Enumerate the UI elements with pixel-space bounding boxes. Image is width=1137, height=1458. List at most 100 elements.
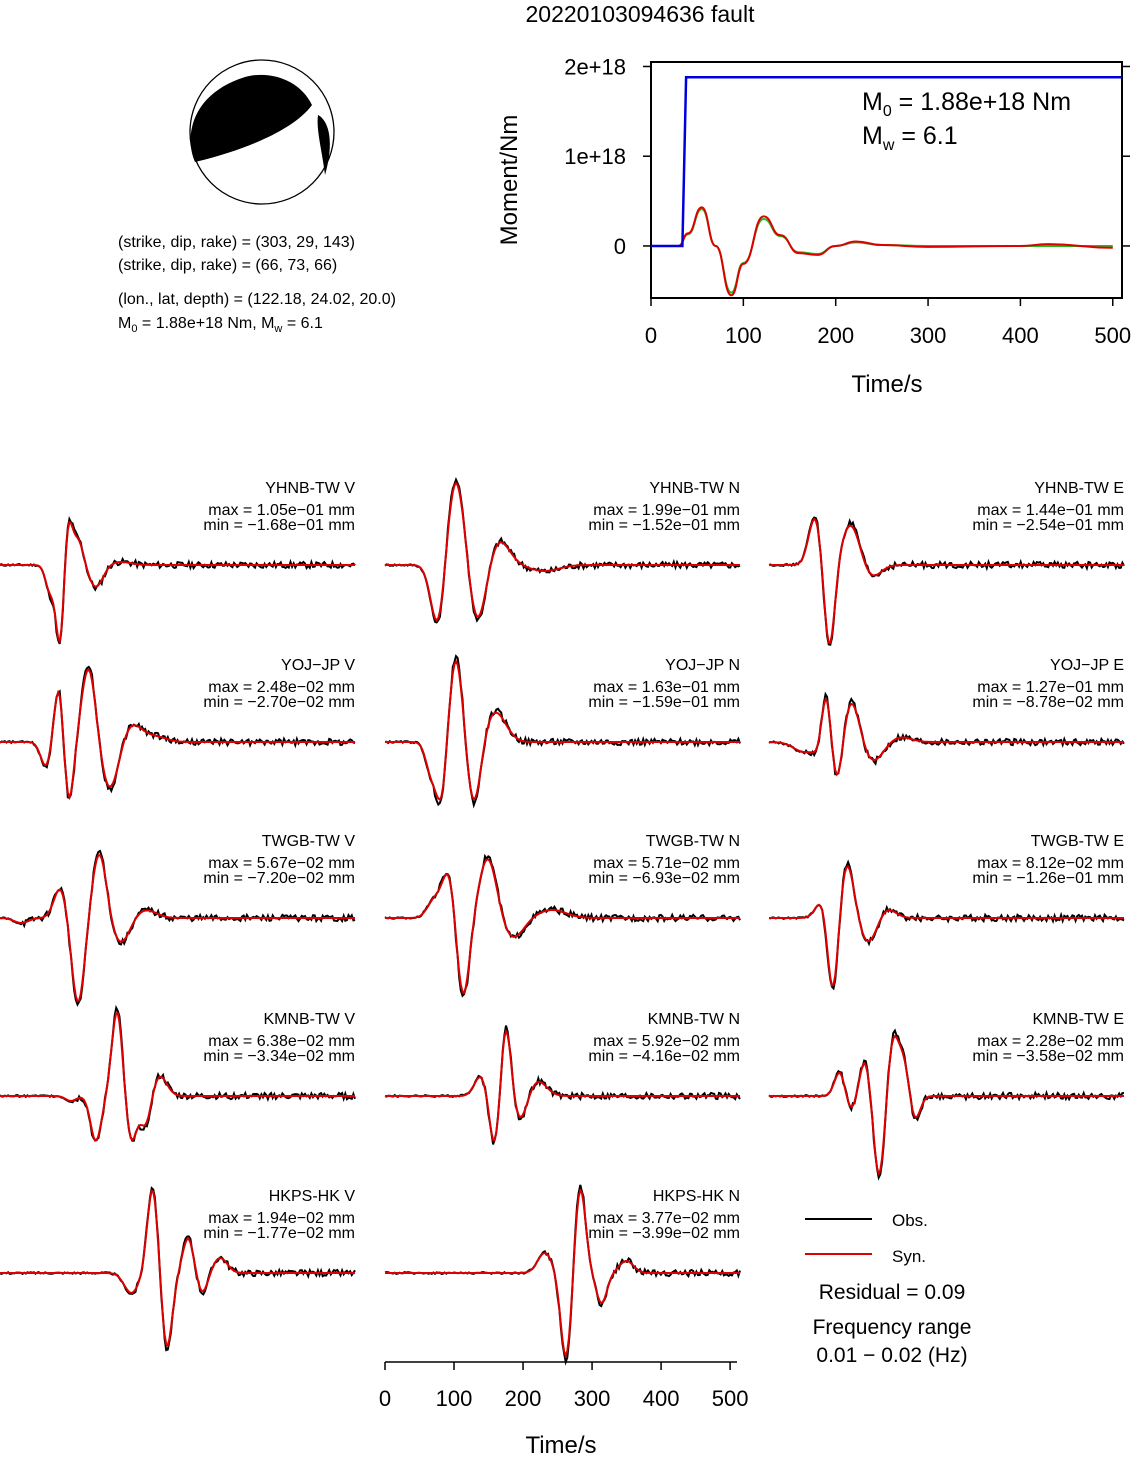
station-max: max = 5.92e−02 mm [593,1033,740,1050]
station-max: max = 1.99e−01 mm [593,502,740,519]
synthetic-trace [0,1189,355,1348]
station-max: max = 5.71e−02 mm [593,855,740,872]
waveform-x-tick-label: 300 [574,1386,611,1411]
station-name: HKPS-HK N [653,1188,740,1205]
station-max: max = 2.28e−02 mm [977,1033,1124,1050]
focal-mechanism-beachball [189,59,335,205]
moment-rate-red-line [650,206,1113,297]
synthetic-trace [0,854,355,1003]
station-name: HKPS-HK V [269,1188,356,1205]
waveform-x-tick-label: 100 [436,1386,473,1411]
station-name: KMNB-TW N [648,1011,740,1028]
x-tick-label: 500 [1094,323,1131,348]
synthetic-trace [385,481,740,622]
synthetic-trace [769,1034,1124,1176]
station-min: min = −1.59e−01 mm [588,694,740,711]
chart-title: 20220103094636 fault [526,1,756,27]
synthetic-trace [0,668,355,801]
focal-text-1: (strike, dip, rake) = (303, 29, 143) [118,234,355,251]
observed-trace [0,665,356,800]
station-max: max = 1.94e−02 mm [208,1210,355,1227]
x-axis-label: Time/s [851,371,922,398]
y-tick-label: 1e+18 [564,144,626,169]
frequency-range-title: Frequency range [813,1316,972,1339]
station-max: max = 2.48e−02 mm [208,679,355,696]
station-name: KMNB-TW E [1032,1011,1124,1028]
waveform-x-tick-label: 400 [643,1386,680,1411]
station-min: min = −7.20e−02 mm [203,870,355,887]
mw-annotation: Mw = 6.1 [862,122,958,154]
x-tick-label: 300 [910,323,947,348]
waveform-x-axis-label: Time/s [525,1432,596,1458]
synthetic-trace [768,697,1124,777]
focal-text-3: (lon., lat, depth) = (122.18, 24.02, 20.… [118,291,396,308]
station-min: min = −3.58e−02 mm [972,1048,1124,1065]
cumulative-moment-line [651,76,1122,248]
synthetic-trace [0,1012,355,1142]
station-name: YOJ−JP N [665,657,740,674]
station-name: YHNB-TW V [265,480,355,497]
waveform-x-tick-label: 200 [505,1386,542,1411]
station-max: max = 1.63e−01 mm [593,679,740,696]
station-max: max = 8.12e−02 mm [977,855,1124,872]
station-max: max = 1.05e−01 mm [208,502,355,519]
waveform-x-tick-label: 500 [712,1386,749,1411]
station-name: YOJ−JP V [281,657,355,674]
moment-plot-frame [650,61,1123,299]
station-name: YHNB-TW E [1034,480,1124,497]
station-min: min = −1.52e−01 mm [588,517,740,534]
station-max: max = 1.44e−01 mm [977,502,1124,519]
moment-summary-text: M0 = 1.88e+18 Nm, Mw = 6.1 [118,315,323,335]
synthetic-trace [385,659,740,802]
synthetic-trace [385,1187,740,1359]
legend-obs-label: Obs. [892,1211,928,1230]
synthetic-trace [385,858,740,995]
y-axis-label: Moment/Nm [496,115,523,246]
x-tick-label: 0 [645,323,657,348]
station-min: min = −6.93e−02 mm [588,870,740,887]
station-name: YOJ−JP E [1050,657,1124,674]
y-tick-label: 2e+18 [564,54,626,79]
waveform-x-tick-label: 0 [379,1386,391,1411]
station-name: TWGB-TW V [262,833,356,850]
focal-text-2: (strike, dip, rake) = (66, 73, 66) [118,257,337,274]
station-max: max = 6.38e−02 mm [208,1033,355,1050]
frequency-range-value: 0.01 − 0.02 (Hz) [816,1344,967,1367]
station-min: min = −4.16e−02 mm [588,1048,740,1065]
station-name: YHNB-TW N [649,480,740,497]
x-tick-label: 100 [725,323,762,348]
station-min: min = −2.70e−02 mm [203,694,355,711]
station-max: max = 1.27e−01 mm [977,679,1124,696]
m0-annotation: M0 = 1.88e+18 Nm [862,88,1071,120]
station-min: min = −8.78e−02 mm [972,694,1124,711]
station-min: min = −1.26e−01 mm [972,870,1124,887]
station-max: max = 3.77e−02 mm [593,1210,740,1227]
station-name: KMNB-TW V [263,1011,355,1028]
y-tick-label: 0 [614,234,626,259]
station-min: min = −3.99e−02 mm [588,1225,740,1242]
x-tick-label: 200 [817,323,854,348]
station-min: min = −2.54e−01 mm [972,517,1124,534]
synthetic-trace [385,1028,740,1142]
residual-text: Residual = 0.09 [819,1281,966,1304]
x-tick-label: 400 [1002,323,1039,348]
legend-syn-label: Syn. [892,1247,926,1266]
station-min: min = −1.68e−01 mm [203,517,355,534]
synthetic-trace [769,865,1124,987]
station-max: max = 5.67e−02 mm [208,855,355,872]
